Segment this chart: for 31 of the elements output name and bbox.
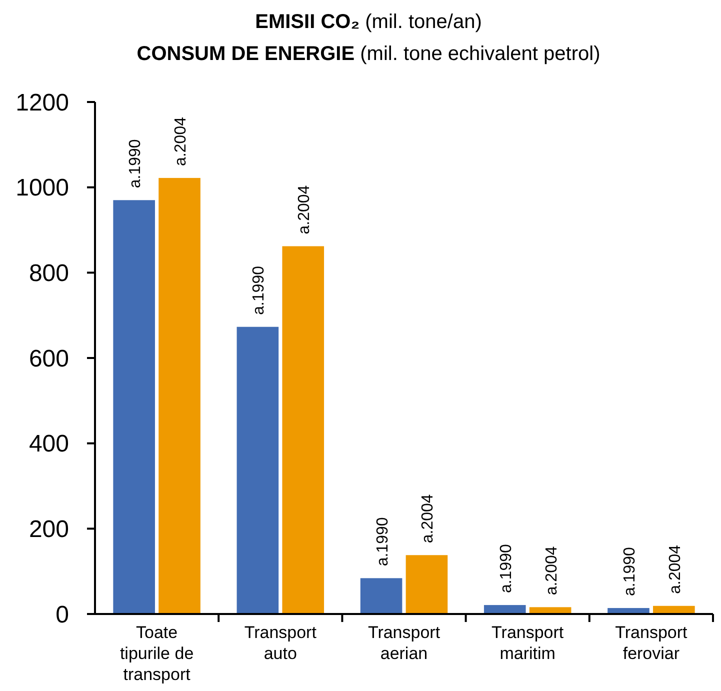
x-tick-label: Transport aerian [368, 623, 440, 663]
chart-subtitle: CONSUM DE ENERGIE (mil. tone echivalent petrol) [136, 43, 600, 65]
text: a.1990 [498, 544, 515, 594]
y-tick-label: 200 [28, 516, 69, 544]
text: a.2004 [296, 185, 314, 234]
text: a.2004 [543, 546, 560, 596]
text: a.2004 [666, 544, 684, 594]
x-tick-label: Transport maritim [492, 623, 564, 663]
x-tick-label: Transport feroviar [615, 623, 688, 663]
text: a.1990 [374, 517, 392, 566]
bar [360, 578, 402, 614]
text: a.2004 [172, 116, 190, 166]
x-tick-label: Transport auto [244, 623, 317, 663]
text: a.1990 [127, 139, 144, 188]
text: a.1990 [250, 266, 268, 315]
y-tick-label: 800 [28, 260, 69, 288]
y-tick-label: 0 [56, 601, 69, 628]
bar [236, 326, 279, 614]
y-tick-label: 1000 [16, 174, 69, 202]
y-tick-label: 600 [28, 345, 69, 372]
y-tick-label: 400 [28, 430, 69, 458]
text: a.2004 [420, 494, 437, 544]
y-tick-label: 1200 [16, 89, 69, 116]
bar [484, 605, 526, 614]
x-tick-label: Toate tipurile de transport [120, 623, 194, 684]
bar [113, 200, 155, 614]
chart-title: EMISII CO₂ (mil. tone/an) [255, 11, 482, 33]
bar [158, 178, 200, 614]
text: a.1990 [621, 547, 638, 596]
bar [282, 246, 324, 614]
bar [406, 555, 448, 614]
